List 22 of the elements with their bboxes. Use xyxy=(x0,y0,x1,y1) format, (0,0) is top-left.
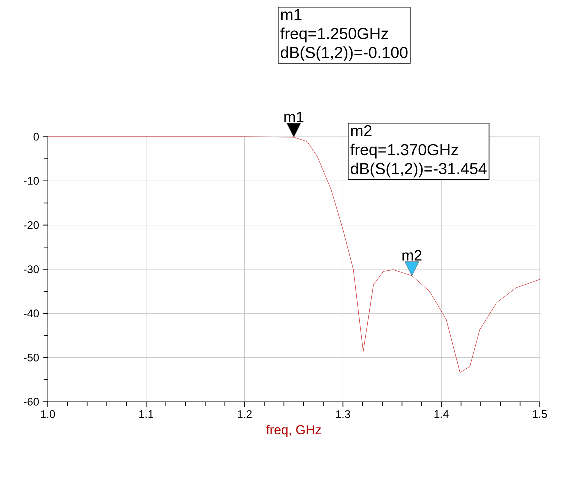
text: freq=1.250GHz xyxy=(280,28,388,43)
x-tick-label: 1.2 xyxy=(238,410,252,418)
y-tick-label: -20 xyxy=(24,221,40,230)
x-tick-label: 1.3 xyxy=(336,410,350,418)
x-tick-label: 1.4 xyxy=(434,410,449,418)
x-tick-label: 1.5 xyxy=(533,410,548,418)
y-tick-label: -10 xyxy=(24,177,40,186)
annotation: m2 xyxy=(402,250,422,261)
annotation: freq=1.370GHz xyxy=(350,144,458,159)
y-tick-label: -60 xyxy=(24,398,40,406)
text: dB(S(1,2))=-0.100 xyxy=(281,46,408,62)
y-tick-label: -50 xyxy=(24,354,40,362)
text: m1 xyxy=(281,9,302,20)
y-tick-label: -40 xyxy=(24,310,40,318)
y-tick-label: 0 xyxy=(34,133,40,141)
x-axis-title: freq, GHz xyxy=(266,425,322,438)
annotation: dB(S(1,2))=-31.454 xyxy=(351,162,487,178)
x-tick-label: 1.0 xyxy=(41,410,56,418)
text: m2 xyxy=(351,125,372,137)
y-tick-label: -30 xyxy=(24,266,40,274)
annotation: m1 xyxy=(284,112,304,122)
x-tick-label: 1.1 xyxy=(140,410,154,418)
